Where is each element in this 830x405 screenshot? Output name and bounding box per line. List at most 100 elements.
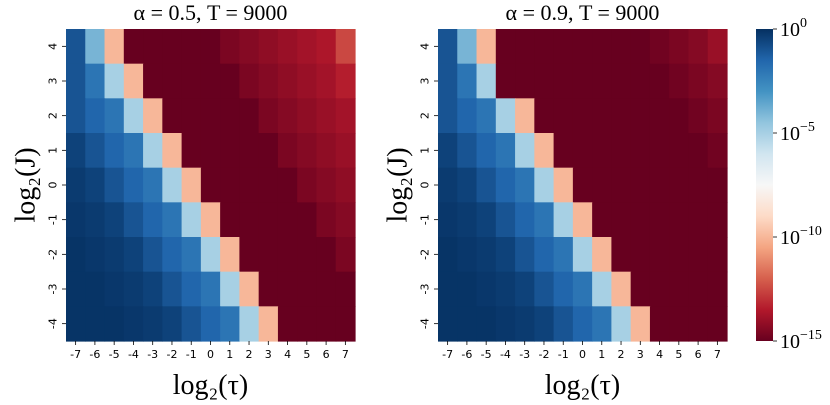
- x-tick-label: -1: [186, 348, 197, 361]
- heatmap-cell: [297, 63, 318, 99]
- heatmap-cell: [707, 98, 728, 134]
- heatmap-cell: [277, 202, 298, 238]
- heatmap-cell: [297, 237, 318, 273]
- heatmap-cell: [688, 237, 709, 273]
- heatmap-cell: [630, 63, 651, 99]
- heatmap-cell: [630, 98, 651, 134]
- heatmap-cell: [592, 271, 612, 307]
- heatmap-cell: [572, 306, 593, 342]
- x-tick-label: 0: [207, 348, 214, 361]
- heatmap-cell: [457, 63, 478, 99]
- heatmap-cell: [85, 133, 106, 169]
- heatmap-cell: [258, 237, 279, 273]
- colorbar-tick-label: 10−15: [780, 328, 822, 353]
- heatmap-cell: [688, 271, 709, 307]
- heatmap-cell: [669, 63, 690, 99]
- heatmap-cell: [515, 271, 535, 307]
- x-tick-label: 6: [323, 348, 330, 361]
- heatmap-cell: [534, 202, 555, 238]
- heatmap-cell: [220, 271, 240, 307]
- heatmap-cell: [592, 29, 612, 65]
- heatmap-cell: [476, 167, 497, 203]
- heatmap-cell: [572, 98, 593, 134]
- heatmap-cell: [688, 167, 709, 203]
- heatmap-cell: [239, 167, 260, 203]
- heatmap-cell: [85, 237, 106, 273]
- heatmap-cell: [335, 202, 356, 238]
- heatmap-cell: [200, 98, 221, 134]
- heatmap-cell: [457, 29, 478, 65]
- heatmap-cell: [66, 133, 86, 169]
- heatmap-cell: [630, 167, 651, 203]
- heatmap-cell: [123, 271, 144, 307]
- heatmap-cell: [239, 306, 260, 342]
- heatmap-cell: [630, 306, 651, 342]
- x-tick-label: -5: [109, 348, 120, 361]
- heatmap-cell: [239, 133, 260, 169]
- y-tick-label: 2: [47, 112, 60, 119]
- heatmap-cell: [143, 29, 163, 65]
- heatmap-cell: [707, 271, 728, 307]
- y-tick-label: -3: [419, 284, 432, 295]
- heatmap-cell: [611, 237, 632, 273]
- heatmap-cell: [553, 237, 574, 273]
- x-tick-label: 7: [714, 348, 721, 361]
- heatmap-cell: [592, 202, 612, 238]
- heatmap-cell: [85, 29, 106, 65]
- heatmap-cell: [707, 63, 728, 99]
- heatmap-cell: [316, 133, 337, 169]
- x-tick-label: -7: [442, 348, 453, 361]
- heatmap-cell: [649, 167, 670, 203]
- heatmap-cell: [66, 271, 86, 307]
- heatmap-cell: [123, 167, 144, 203]
- heatmap-cell: [297, 271, 318, 307]
- heatmap-cell: [572, 237, 593, 273]
- heatmap-cell: [66, 63, 86, 99]
- x-tick-label: -3: [147, 348, 158, 361]
- heatmap-cell: [239, 271, 260, 307]
- heatmap-cell: [258, 63, 279, 99]
- heatmap-cell: [476, 63, 497, 99]
- heatmap-cell: [688, 202, 709, 238]
- colorbar-tick-label: 10−10: [780, 224, 822, 249]
- heatmap-cell: [572, 133, 593, 169]
- heatmap-cell: [258, 98, 279, 134]
- chart-title: α = 0.5, T = 9000: [134, 0, 288, 25]
- heatmap-cell: [688, 29, 709, 65]
- heatmap-cell: [592, 167, 612, 203]
- heatmap-cell: [335, 63, 356, 99]
- heatmap-cell: [611, 63, 632, 99]
- heatmap-cell: [239, 202, 260, 238]
- heatmap-cell: [123, 202, 144, 238]
- heatmap-cell: [123, 237, 144, 273]
- heatmap-cell: [669, 306, 690, 342]
- heatmap-cell: [335, 29, 356, 65]
- heatmap-cell: [143, 202, 163, 238]
- heatmap-cell: [123, 63, 144, 99]
- heatmap-cell: [200, 306, 221, 342]
- heatmap-cell: [515, 167, 535, 203]
- heatmap-cell: [649, 29, 670, 65]
- heatmap-cell: [649, 202, 670, 238]
- heatmap-cell: [495, 237, 516, 273]
- heatmap-cell: [438, 271, 458, 307]
- heatmap-cell: [181, 306, 202, 342]
- heatmap-cell: [630, 133, 651, 169]
- heatmap-cell: [181, 98, 202, 134]
- x-tick-label: 1: [598, 348, 605, 361]
- x-axis-label: log₂(τ): [545, 370, 620, 401]
- heatmap-cell: [104, 237, 125, 273]
- heatmap-cell: [162, 271, 183, 307]
- heatmap-cell: [335, 237, 356, 273]
- x-tick-label: 7: [342, 348, 349, 361]
- heatmap-cell: [649, 63, 670, 99]
- heatmap-cell: [515, 29, 535, 65]
- heatmap-cell: [630, 271, 651, 307]
- heatmap-cell: [258, 167, 279, 203]
- x-tick-label: -6: [461, 348, 472, 361]
- heatmap-cell: [572, 271, 593, 307]
- heatmap-cell: [316, 237, 337, 273]
- heatmap-cell: [123, 29, 144, 65]
- heatmap-cell: [316, 29, 337, 65]
- heatmap-cell: [162, 237, 183, 273]
